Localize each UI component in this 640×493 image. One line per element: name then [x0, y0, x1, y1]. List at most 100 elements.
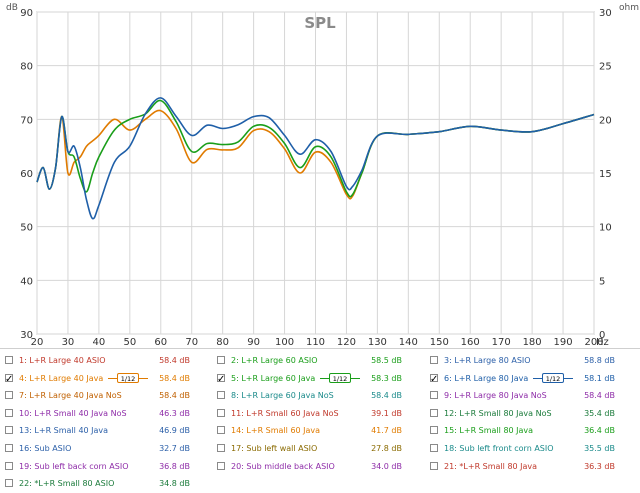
legend-label[interactable]: 1: L+R Large 40 ASIO	[19, 356, 106, 365]
y-tick-label: 70	[20, 115, 33, 126]
legend-label[interactable]: 15: L+R Small 80 Java	[444, 426, 534, 436]
legend-item: 5: L+R Large 60 Java 1/12 58.3 dB	[212, 369, 424, 389]
legend-checkbox[interactable]	[430, 356, 438, 364]
legend-label[interactable]: 18: Sub left front corn ASIO	[444, 444, 554, 453]
x-tick-label: 60	[154, 337, 167, 348]
legend-checkbox[interactable]	[217, 461, 225, 470]
legend-item: 17: Sub left wall ASIO 27.8 dB	[212, 439, 424, 458]
y-axis-unit: dB	[6, 3, 18, 13]
legend-checkbox[interactable]	[430, 391, 438, 400]
legend-label[interactable]: 9: L+R Large 80 Java NoS	[444, 391, 547, 401]
y-tick-label: 60	[20, 169, 33, 180]
legend-checkbox[interactable]	[217, 408, 225, 417]
legend-checkbox[interactable]	[430, 408, 438, 417]
legend-checkbox[interactable]	[430, 370, 438, 389]
smoothing-badge[interactable]: 1/12	[329, 372, 351, 383]
legend-value: 58.1 dB	[584, 373, 615, 383]
legend-label[interactable]: 12: L+R Small 80 Java NoS	[444, 408, 552, 418]
x-tick-label: 170	[492, 337, 511, 348]
legend-checkbox[interactable]	[5, 356, 13, 364]
x-tick-label: 50	[123, 337, 136, 348]
legend-value: 58.4 dB	[584, 391, 615, 401]
legend-checkbox[interactable]	[5, 461, 13, 470]
legend-label[interactable]: 7: L+R Large 40 Java NoS	[19, 391, 122, 401]
legend-label[interactable]: 2: L+R Large 60 ASIO	[231, 356, 318, 365]
legend-label[interactable]: 16: Sub ASIO	[19, 444, 72, 453]
legend-checkbox[interactable]	[5, 444, 13, 452]
legend-label[interactable]: 5: L+R Large 60 Java	[231, 373, 316, 383]
legend-checkbox[interactable]	[217, 370, 225, 389]
legend-item: 11: L+R Small 60 Java NoS 39.1 dB	[212, 404, 424, 423]
legend-item: 6: L+R Large 80 Java 1/12 58.1 dB	[425, 369, 637, 389]
legend-label[interactable]: 6: L+R Large 80 Java	[444, 373, 529, 383]
x-tick-label: 130	[368, 337, 387, 348]
legend-value: 58.8 dB	[584, 356, 615, 365]
smoothing-badge[interactable]: 1/12	[542, 372, 564, 383]
legend-checkbox[interactable]	[430, 426, 438, 435]
legend-item: 3: L+R Large 80 ASIO 58.8 dB	[425, 351, 637, 370]
legend-checkbox[interactable]	[217, 444, 225, 452]
chart-title: SPL	[304, 14, 336, 32]
x-tick-label: 160	[461, 337, 480, 348]
legend-label[interactable]: 3: L+R Large 80 ASIO	[444, 356, 531, 365]
legend-checkbox[interactable]	[5, 408, 13, 417]
legend-item: 18: Sub left front corn ASIO 35.5 dB	[425, 439, 637, 458]
legend-label[interactable]: 13: L+R Small 40 Java	[19, 426, 109, 436]
y2-tick-label: 20	[599, 115, 612, 126]
y2-tick-label: 25	[599, 62, 612, 73]
legend-checkbox[interactable]	[217, 426, 225, 435]
legend-label[interactable]: 8: L+R Large 60 Java NoS	[231, 391, 334, 401]
x-tick-label: 120	[337, 337, 356, 348]
x-tick-label: 40	[93, 337, 106, 348]
y2-tick-label: 15	[599, 169, 612, 180]
smoothing-badge[interactable]: 1/12	[117, 372, 139, 383]
legend-value: 32.7 dB	[159, 444, 190, 453]
y2-axis-unit: ohm	[619, 3, 639, 13]
legend-item: 22: *L+R Small 80 ASIO 34.8 dB	[0, 474, 212, 493]
y2-tick-label: 10	[599, 223, 612, 234]
legend-item: 1: L+R Large 40 ASIO 58.4 dB	[0, 351, 212, 370]
legend-item: 19: Sub left back corn ASIO 36.8 dB	[0, 457, 212, 476]
legend-item: 12: L+R Small 80 Java NoS 35.4 dB	[425, 404, 637, 423]
legend-checkbox[interactable]	[5, 391, 13, 400]
legend-checkbox[interactable]	[430, 461, 438, 470]
legend-checkbox[interactable]	[217, 356, 225, 364]
series-layer	[36, 97, 595, 220]
legend-label[interactable]: 21: *L+R Small 80 Java	[444, 461, 538, 471]
legend-checkbox[interactable]	[217, 391, 225, 400]
legend-label[interactable]: 20: Sub middle back ASIO	[231, 461, 335, 471]
series-line-3	[36, 97, 595, 220]
legend-label[interactable]: 10: L+R Small 40 Java NoS	[19, 408, 127, 418]
legend-label[interactable]: 22: *L+R Small 80 ASIO	[19, 479, 115, 489]
legend-item: 13: L+R Small 40 Java 46.9 dB	[0, 421, 212, 440]
legend-checkbox[interactable]	[5, 426, 13, 435]
axes: 20 30 40 50 60 70 80 90 100 110 120 130 140 150 160 170…	[20, 8, 611, 348]
legend-checkbox[interactable]	[430, 444, 438, 452]
legend-item: 10: L+R Small 40 Java NoS 46.3 dB	[0, 404, 212, 423]
x-tick-label: 100	[275, 337, 294, 348]
legend-value: 58.4 dB	[159, 391, 190, 401]
y-tick-label: 40	[20, 276, 33, 287]
x-tick-label: 70	[185, 337, 198, 348]
y2-tick-label: 30	[599, 8, 612, 19]
grid	[36, 11, 595, 335]
legend-item: 16: Sub ASIO 32.7 dB	[0, 439, 212, 458]
legend-item: 2: L+R Large 60 ASIO 58.5 dB	[212, 351, 424, 370]
legend-label[interactable]: 4: L+R Large 40 Java	[19, 373, 104, 383]
y2-tick-label: 0	[599, 330, 605, 341]
legend-value: 46.9 dB	[159, 426, 190, 436]
legend-label[interactable]: 11: L+R Small 60 Java NoS	[231, 408, 339, 418]
x-tick-label: 110	[306, 337, 325, 348]
legend-checkbox[interactable]	[5, 370, 13, 389]
measurement-legend: 1: L+R Large 40 ASIO 58.4 dB 2: L+R Large …	[0, 348, 640, 488]
legend-value: 58.4 dB	[159, 373, 190, 383]
legend-label[interactable]: 17: Sub left wall ASIO	[231, 444, 318, 453]
legend-label[interactable]: 14: L+R Small 60 Java	[231, 426, 321, 436]
legend-value: 27.8 dB	[371, 444, 402, 453]
y2-tick-label: 5	[599, 276, 605, 287]
spl-chart[interactable]: 20 30 40 50 60 70 80 90 100 110 120 130 140 150 160 170…	[0, 0, 640, 348]
legend-value: 36.3 dB	[584, 461, 615, 471]
legend-label[interactable]: 19: Sub left back corn ASIO	[19, 461, 129, 471]
x-tick-label: 20	[31, 337, 44, 348]
legend-item: 8: L+R Large 60 Java NoS 58.4 dB	[212, 386, 424, 405]
